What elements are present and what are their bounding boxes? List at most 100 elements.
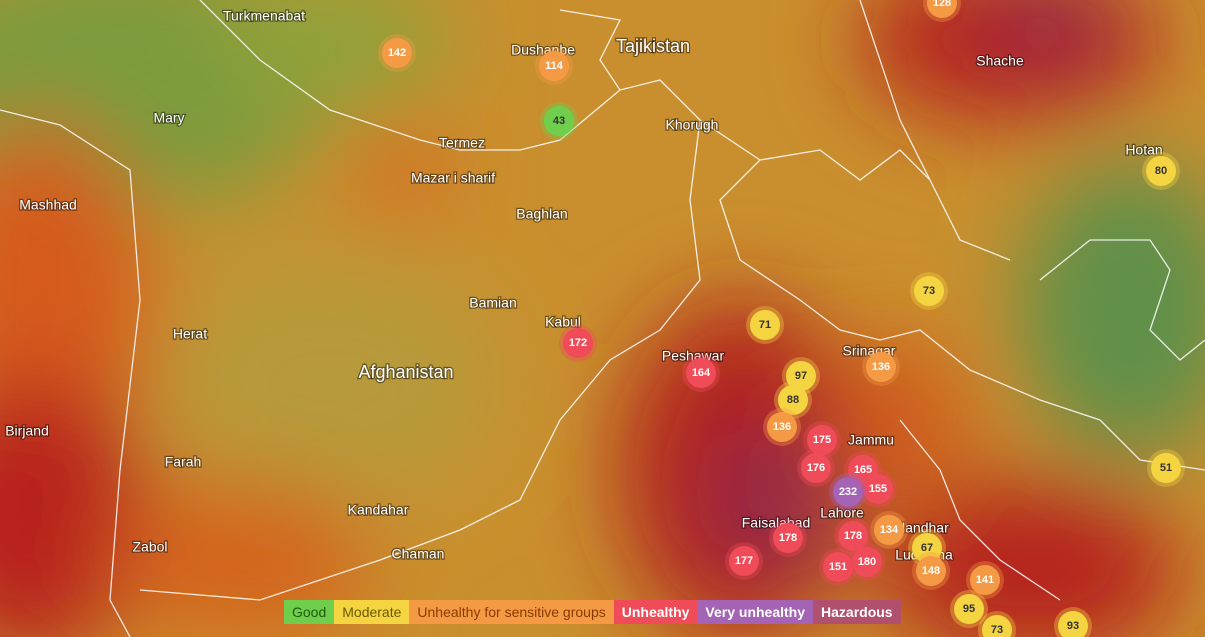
marker-dot	[866, 352, 896, 382]
marker-value: 134	[880, 524, 899, 536]
station-marker: 136	[862, 348, 900, 386]
marker-dot	[544, 106, 574, 136]
marker-dot	[382, 38, 412, 68]
station-marker: 93	[1054, 607, 1092, 637]
marker-value: 141	[976, 574, 994, 586]
station-marker: 88	[774, 381, 812, 419]
legend-item: Very unhealthy	[697, 600, 814, 624]
marker-dot	[852, 547, 882, 577]
place-label: Birjand	[5, 423, 49, 439]
place-label: Mary	[153, 110, 184, 126]
station-marker: 73	[978, 611, 1016, 637]
station-marker: 177	[725, 542, 763, 580]
station-marker: 180	[848, 543, 886, 581]
station-marker: 178	[769, 519, 807, 557]
marker-value: 175	[813, 434, 831, 446]
marker-dot	[786, 361, 816, 391]
legend-item: Unhealthy for sensitive groups	[409, 600, 614, 624]
marker-value: 43	[553, 115, 565, 127]
marker-value: 88	[787, 394, 799, 406]
place-label: Kandahar	[348, 502, 409, 518]
marker-dot	[954, 594, 984, 624]
station-marker: 175	[803, 421, 841, 459]
marker-dot	[863, 474, 893, 504]
marker-dot	[874, 515, 904, 545]
marker-value: 176	[807, 462, 825, 474]
station-marker: 73	[910, 272, 948, 310]
marker-dot	[927, 0, 957, 18]
place-label: Khorugh	[666, 117, 719, 133]
legend-item: Moderate	[334, 600, 410, 624]
marker-dot	[686, 358, 716, 388]
place-label: Peshawar	[662, 348, 725, 364]
marker-dot	[1151, 453, 1181, 483]
marker-dot	[823, 552, 853, 582]
legend-item: Good	[284, 600, 335, 624]
marker-value: 128	[933, 0, 951, 9]
station-markers: 142 114 43 128 80 73 71 172 164 97 88 136 136 175 176 1…	[378, 0, 1185, 637]
place-label: Jammu	[848, 432, 894, 448]
marker-dot	[1146, 156, 1176, 186]
station-marker: 232	[829, 473, 867, 511]
marker-value: 93	[1067, 620, 1079, 632]
station-marker: 134	[870, 511, 908, 549]
marker-value: 180	[858, 556, 876, 568]
marker-dot	[750, 310, 780, 340]
station-marker: 141	[966, 561, 1004, 599]
place-label: Bamian	[469, 295, 516, 311]
marker-dot	[563, 328, 593, 358]
marker-value: 178	[844, 530, 862, 542]
place-label: Turkmenabat	[223, 8, 305, 24]
place-label: Farah	[165, 454, 202, 470]
marker-value: 73	[923, 285, 935, 297]
marker-value: 71	[759, 319, 771, 331]
station-marker: 114	[535, 47, 573, 85]
marker-value: 148	[922, 565, 940, 577]
station-marker: 142	[378, 34, 416, 72]
marker-value: 73	[991, 624, 1003, 636]
station-marker: 176	[797, 449, 835, 487]
station-marker: 155	[859, 470, 897, 508]
station-marker: 178	[834, 517, 872, 555]
station-marker: 51	[1147, 449, 1185, 487]
place-label: Shache	[976, 53, 1024, 69]
place-label: Mashhad	[19, 197, 77, 213]
marker-value: 95	[963, 603, 975, 615]
place-label: Termez	[439, 135, 485, 151]
place-label: Lahore	[820, 505, 864, 521]
place-label: Mazar i sharif	[411, 170, 495, 186]
marker-dot	[539, 51, 569, 81]
country-label: Afghanistan	[358, 362, 453, 382]
marker-value: 165	[854, 464, 872, 476]
marker-value: 164	[692, 367, 711, 379]
country-label: Tajikistan	[616, 36, 690, 56]
marker-value: 114	[545, 60, 564, 72]
station-marker: 43	[540, 102, 578, 140]
marker-value: 67	[921, 542, 933, 554]
marker-value: 178	[779, 532, 797, 544]
marker-value: 136	[872, 361, 890, 373]
legend-item: Unhealthy	[613, 600, 698, 624]
marker-dot	[801, 453, 831, 483]
marker-value: 51	[1160, 462, 1172, 474]
marker-value: 80	[1155, 165, 1167, 177]
station-marker: 148	[912, 552, 950, 590]
marker-value: 136	[773, 421, 791, 433]
station-marker: 128	[923, 0, 961, 22]
place-label: Chaman	[392, 546, 445, 562]
marker-dot	[773, 523, 803, 553]
station-marker: 172	[559, 324, 597, 362]
marker-value: 97	[795, 370, 807, 382]
marker-value: 142	[388, 47, 406, 59]
marker-dot	[833, 477, 863, 507]
marker-dot	[838, 521, 868, 551]
place-label: Hotan	[1125, 142, 1162, 158]
marker-dot	[912, 533, 942, 563]
legend-item: Hazardous	[813, 600, 901, 624]
marker-value: 177	[735, 555, 753, 567]
place-label: Zabol	[132, 539, 167, 555]
marker-dot	[778, 385, 808, 415]
